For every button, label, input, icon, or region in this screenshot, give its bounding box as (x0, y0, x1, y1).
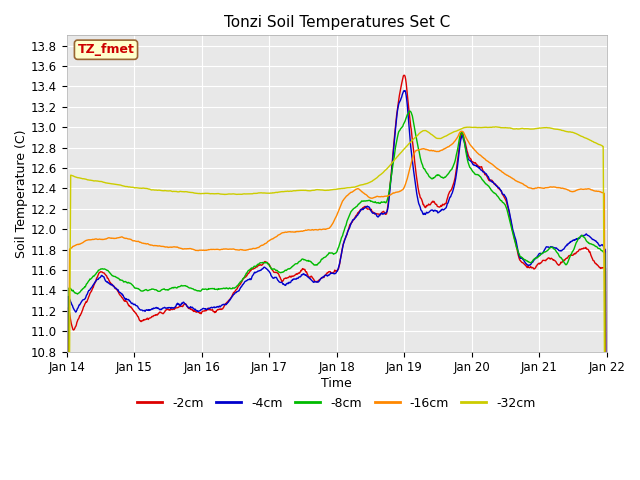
-8cm (287, 265, 294, 271)
-2cm (400, 72, 408, 78)
-32cm (381, 168, 388, 174)
-8cm (406, 108, 413, 114)
-4cm (576, 234, 584, 240)
-16cm (381, 193, 388, 199)
-8cm (163, 287, 171, 292)
Legend: -2cm, -4cm, -8cm, -16cm, -32cm: -2cm, -4cm, -8cm, -16cm, -32cm (132, 392, 541, 415)
-32cm (576, 133, 584, 139)
Title: Tonzi Soil Temperatures Set C: Tonzi Soil Temperatures Set C (223, 15, 450, 30)
Line: -16cm: -16cm (67, 132, 607, 480)
-8cm (89, 274, 97, 280)
-32cm (585, 136, 593, 142)
Text: TZ_fmet: TZ_fmet (77, 43, 134, 56)
Line: -2cm: -2cm (67, 75, 607, 480)
-16cm (89, 237, 97, 242)
-2cm (163, 306, 171, 312)
-16cm (585, 186, 593, 192)
-2cm (576, 246, 584, 252)
-8cm (576, 234, 584, 240)
-32cm (163, 188, 171, 194)
Line: -4cm: -4cm (67, 91, 607, 480)
-4cm (89, 283, 97, 288)
X-axis label: Time: Time (321, 377, 352, 390)
Line: -32cm: -32cm (67, 127, 607, 480)
Y-axis label: Soil Temperature (C): Soil Temperature (C) (15, 129, 28, 258)
-4cm (585, 233, 593, 239)
-16cm (576, 186, 584, 192)
-4cm (287, 279, 294, 285)
-8cm (381, 199, 388, 204)
Line: -8cm: -8cm (67, 111, 607, 480)
-32cm (287, 188, 294, 194)
-4cm (401, 88, 409, 94)
-2cm (585, 247, 593, 253)
-2cm (381, 210, 388, 216)
-8cm (585, 240, 593, 246)
-16cm (163, 244, 171, 250)
-4cm (163, 305, 171, 311)
-2cm (287, 274, 294, 280)
-4cm (381, 210, 388, 216)
-16cm (458, 129, 466, 134)
-32cm (492, 124, 499, 130)
-32cm (89, 178, 97, 183)
-2cm (89, 285, 97, 291)
-16cm (287, 229, 294, 235)
